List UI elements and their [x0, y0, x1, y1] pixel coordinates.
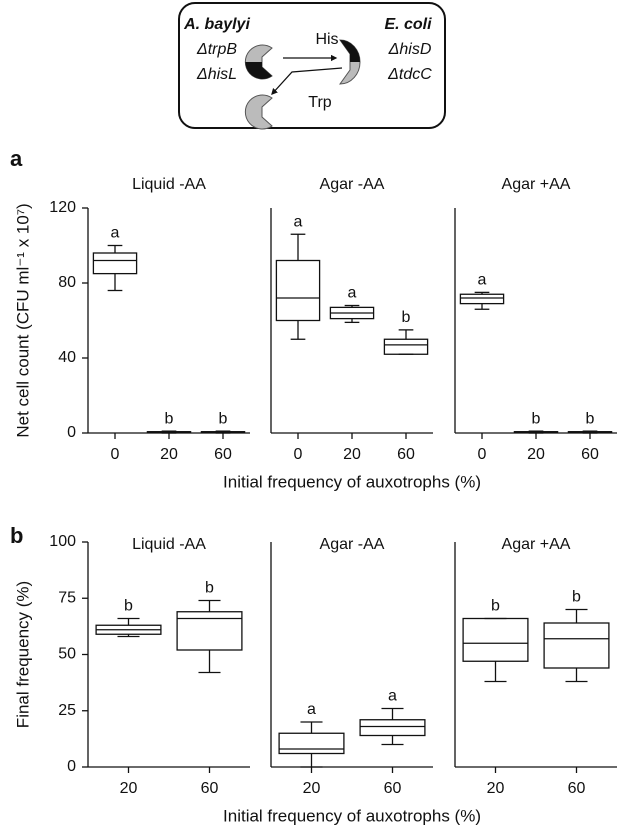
gene: ΔtdcC — [387, 66, 432, 83]
x-axis-title: Initial frequency of auxotrophs (%) — [223, 472, 481, 491]
x-axis-title: Initial frequency of auxotrophs (%) — [223, 806, 481, 825]
arrow-label: His — [315, 31, 338, 48]
diagram-frame — [178, 2, 446, 129]
box — [275, 259, 321, 322]
y-tick-label: 0 — [67, 758, 76, 775]
x-tick-label: 20 — [160, 446, 178, 463]
box — [359, 719, 426, 737]
significance-letter: b — [491, 598, 500, 615]
box — [543, 622, 610, 669]
significance-letter: a — [348, 285, 357, 302]
y-tick-label: 25 — [58, 702, 76, 719]
box — [462, 617, 529, 662]
box — [92, 252, 138, 275]
x-tick-label: 0 — [294, 446, 303, 463]
x-tick-label: 60 — [397, 446, 415, 463]
gene: ΔhisD — [388, 41, 432, 58]
cell-part — [340, 40, 360, 62]
y-axis-title: Final frequency (%) — [13, 581, 32, 728]
y-tick-label: 50 — [58, 646, 76, 663]
x-tick-label: 60 — [201, 780, 219, 797]
x-tick-label: 20 — [343, 446, 361, 463]
y-tick-label: 75 — [58, 589, 76, 606]
subplot-title: Agar +AA — [502, 536, 571, 553]
gene: ΔhisL — [196, 66, 237, 83]
y-tick-label: 40 — [58, 349, 76, 366]
y-tick-label: 120 — [49, 199, 76, 216]
significance-letter: a — [478, 272, 487, 289]
x-tick-label: 60 — [568, 780, 586, 797]
significance-letter: a — [294, 213, 303, 230]
significance-letter: b — [532, 410, 541, 427]
cell-part — [245, 62, 272, 79]
x-tick-label: 60 — [384, 780, 402, 797]
y-tick-label: 80 — [58, 274, 76, 291]
gene: ΔtrpB — [196, 41, 237, 58]
x-tick-label: 20 — [527, 446, 545, 463]
significance-letter: b — [402, 309, 411, 326]
y-tick-label: 0 — [67, 424, 76, 441]
significance-letter: a — [111, 225, 120, 242]
panel-label: a — [10, 146, 23, 171]
significance-letter: b — [165, 410, 174, 427]
subplot-title: Liquid -AA — [132, 176, 206, 193]
subplot-title: Agar -AA — [320, 176, 385, 193]
box — [383, 338, 429, 355]
x-tick-label: 0 — [478, 446, 487, 463]
x-tick-label: 60 — [214, 446, 232, 463]
significance-letter: b — [219, 410, 228, 427]
x-tick-label: 60 — [581, 446, 599, 463]
organism-name: A. baylyi — [183, 16, 250, 33]
panel-label: b — [10, 523, 23, 548]
subplot-title: Agar -AA — [320, 536, 385, 553]
significance-letter: a — [388, 688, 397, 705]
x-tick-label: 0 — [111, 446, 120, 463]
subplot-title: Liquid -AA — [132, 536, 206, 553]
cell — [244, 94, 273, 130]
organism-name: E. coli — [384, 16, 432, 33]
significance-letter: b — [205, 580, 214, 597]
box — [459, 293, 505, 305]
arrow-label: Trp — [308, 94, 332, 111]
arrow — [271, 67, 343, 95]
box — [176, 611, 243, 651]
box — [278, 732, 345, 755]
significance-letter: b — [586, 410, 595, 427]
diagram: A. baylyi ΔtrpB ΔhisL E. coli ΔhisD Δtdc… — [178, 2, 446, 130]
significance-letter: a — [307, 701, 316, 718]
x-tick-label: 20 — [303, 780, 321, 797]
x-tick-label: 20 — [487, 780, 505, 797]
significance-letter: b — [124, 598, 133, 615]
y-tick-label: 100 — [49, 533, 76, 550]
x-tick-label: 20 — [120, 780, 138, 797]
y-axis-title: Net cell count (CFU ml⁻¹ x 10⁷) — [13, 203, 32, 437]
significance-letter: b — [572, 589, 581, 606]
subplot-title: Agar +AA — [502, 176, 571, 193]
